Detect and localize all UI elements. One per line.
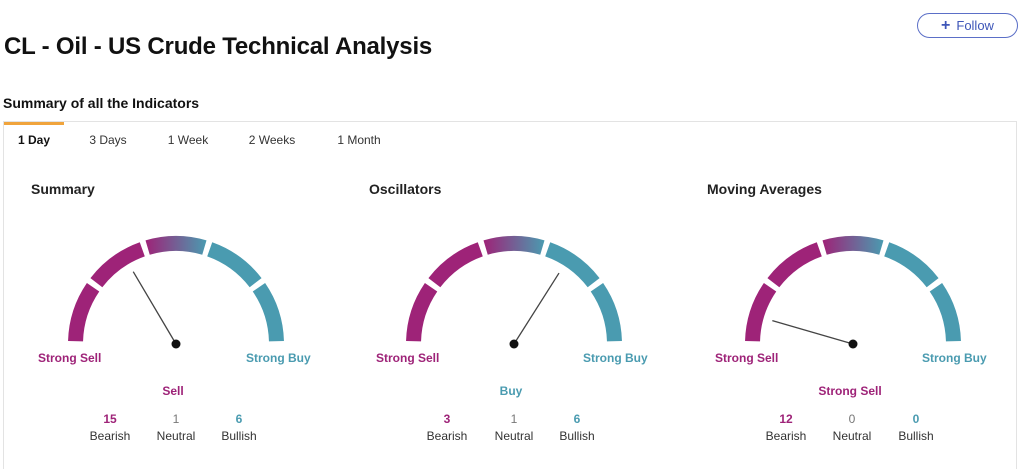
summary-strong-buy-label: Strong Buy bbox=[246, 351, 311, 365]
gauge-segment-strong-sell bbox=[68, 282, 100, 342]
indicators-panel: 1 Day 3 Days 1 Week 2 Weeks 1 Month Summ… bbox=[3, 121, 1017, 469]
active-tab-indicator bbox=[4, 122, 64, 125]
gauge-title-summary: Summary bbox=[31, 181, 95, 197]
summary-neutral-count: 1 bbox=[172, 412, 180, 426]
gauge-segment-neutral bbox=[483, 236, 545, 255]
gauge-title-moving-averages: Moving Averages bbox=[707, 181, 822, 197]
gauge-needle-hub bbox=[509, 339, 519, 349]
summary-bullish-label: Bullish bbox=[221, 429, 257, 443]
summary-bearish-count: 15 bbox=[103, 412, 117, 426]
summary-verdict: Sell bbox=[162, 384, 184, 398]
plus-icon: + bbox=[941, 16, 951, 34]
moving-averages-bullish-count: 0 bbox=[912, 412, 920, 426]
section-title: Summary of all the Indicators bbox=[3, 95, 200, 111]
gauge-needle bbox=[513, 272, 560, 345]
page-title: CL - Oil - US Crude Technical Analysis bbox=[4, 33, 433, 60]
gauge-segment-sell bbox=[90, 242, 145, 288]
tab-1-month[interactable]: 1 Month bbox=[337, 133, 381, 147]
oscillators-strong-sell-label: Strong Sell bbox=[376, 351, 440, 365]
summary-bullish-count: 6 bbox=[235, 412, 243, 426]
moving-averages-strong-buy-label: Strong Buy bbox=[922, 351, 987, 365]
gauge-segment-strong-sell bbox=[406, 282, 438, 342]
moving-averages-neutral-count: 0 bbox=[848, 412, 856, 426]
oscillators-strong-buy-label: Strong Buy bbox=[583, 351, 648, 365]
gauge-segment-neutral bbox=[822, 236, 884, 255]
gauge-needle-hub bbox=[848, 339, 858, 349]
gauge-needle-hub bbox=[171, 339, 181, 349]
gauge-segment-strong-buy bbox=[252, 282, 284, 342]
moving-averages-neutral-label: Neutral bbox=[832, 429, 872, 443]
summary-gauge bbox=[68, 236, 284, 349]
gauge-segment-buy bbox=[884, 242, 939, 288]
follow-button[interactable]: + Follow bbox=[917, 13, 1018, 38]
oscillators-bearish-label: Bearish bbox=[426, 429, 468, 443]
gauge-title-oscillators: Oscillators bbox=[369, 181, 442, 197]
oscillators-gauge bbox=[406, 236, 622, 349]
summary-strong-sell-label: Strong Sell bbox=[38, 351, 102, 365]
moving-averages-bearish-label: Bearish bbox=[765, 429, 807, 443]
oscillators-neutral-label: Neutral bbox=[494, 429, 534, 443]
oscillators-bearish-count: 3 bbox=[443, 412, 451, 426]
moving-averages-bullish-label: Bullish bbox=[898, 429, 934, 443]
gauge-segment-strong-sell bbox=[745, 282, 777, 342]
gauge-segment-sell bbox=[767, 242, 822, 288]
timeframe-tabs: 1 Day 3 Days 1 Week 2 Weeks 1 Month bbox=[4, 122, 1016, 158]
oscillators-bullish-count: 6 bbox=[573, 412, 581, 426]
gauge-needle bbox=[132, 271, 177, 345]
tab-1-day[interactable]: 1 Day bbox=[17, 133, 51, 147]
tab-1-week[interactable]: 1 Week bbox=[167, 133, 209, 147]
tab-3-days[interactable]: 3 Days bbox=[89, 133, 127, 147]
summary-bearish-label: Bearish bbox=[89, 429, 131, 443]
moving-averages-gauge bbox=[745, 236, 961, 349]
gauge-segment-sell bbox=[428, 242, 483, 288]
gauge-segment-strong-buy bbox=[590, 282, 622, 342]
summary-neutral-label: Neutral bbox=[156, 429, 196, 443]
gauge-segment-neutral bbox=[145, 236, 207, 255]
gauge-segment-buy bbox=[207, 242, 262, 288]
tab-2-weeks[interactable]: 2 Weeks bbox=[248, 133, 296, 147]
gauge-segment-strong-buy bbox=[929, 282, 961, 342]
moving-averages-bearish-count: 12 bbox=[779, 412, 793, 426]
gauge-segment-buy bbox=[545, 242, 600, 288]
moving-averages-verdict: Strong Sell bbox=[818, 384, 882, 398]
gauge-needle bbox=[772, 319, 854, 345]
oscillators-verdict: Buy bbox=[499, 384, 523, 398]
follow-label: Follow bbox=[956, 18, 994, 33]
oscillators-neutral-count: 1 bbox=[510, 412, 518, 426]
moving-averages-strong-sell-label: Strong Sell bbox=[715, 351, 779, 365]
oscillators-bullish-label: Bullish bbox=[559, 429, 595, 443]
